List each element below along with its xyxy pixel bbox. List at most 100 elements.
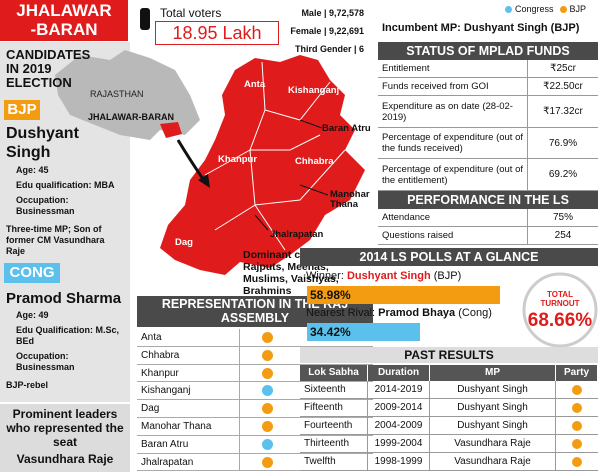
legend-item: BJP [559, 4, 586, 14]
past-cell: Dushyant Singh [430, 381, 556, 399]
row-label: Percentage of expenditure (out of the fu… [378, 128, 528, 159]
bar: 34.42% [307, 323, 420, 341]
row-value: 75% [528, 209, 598, 227]
past-cell: Sixteenth [300, 381, 368, 399]
detail: Age: 49 [16, 310, 49, 320]
rival-line: Nearest Rival: Pramod Bhaya (Cong) [306, 307, 492, 319]
candidate-details: Age: 45 Edu qualification: MBA Occupation:… [8, 165, 126, 221]
candidate-name: Pramod Sharma [6, 290, 122, 307]
candidate-name: Dushyant Singh [6, 125, 79, 161]
past-cell [556, 417, 598, 435]
incumbent-name: Dushyant Singh (BJP) [463, 22, 580, 34]
winner-label: Winner: [306, 270, 344, 282]
state-shape [55, 50, 200, 140]
row-value: ₹17.32cr [528, 96, 598, 128]
voters-total: 18.95 Lakh [155, 21, 279, 45]
past-title: PAST RESULTS [300, 347, 598, 363]
past-cell: Fourteenth [300, 417, 368, 435]
bar-label: 58.98% [310, 288, 351, 302]
assembly-cell [240, 436, 373, 454]
legend-item: Congress [505, 4, 554, 14]
bar: 58.98% [307, 286, 500, 304]
constituency-label: JHALAWAR-BARAN [88, 112, 174, 122]
rival-label: Nearest Rival: [306, 307, 376, 319]
row-label: Entitlement [378, 60, 528, 78]
assembly-name: Khanpur [137, 364, 240, 383]
district-label: Kishanganj [288, 85, 340, 96]
voters-third-gender: Third Gender | 6 [294, 44, 364, 54]
constituency-marker [160, 122, 182, 138]
leader-line [254, 214, 269, 231]
district-borders [204, 61, 346, 251]
detail: Age: 45 [16, 165, 49, 175]
party-badge: BJP [4, 100, 40, 120]
column-header: MP [430, 365, 556, 381]
assembly-cell [240, 382, 373, 401]
assembly-cell [240, 365, 373, 383]
past-cell [556, 453, 598, 471]
assembly-name: Dag [137, 400, 240, 418]
candidates-title: CANDIDATES IN 2019 ELECTION [6, 47, 91, 90]
district-label: Jhalrapatan [270, 229, 324, 240]
row-label: Percentage of expenditure (out of the en… [378, 159, 528, 191]
row-label: Expenditure as on date (28-02-2019) [378, 96, 528, 128]
rival-name: Pramod Bhaya [378, 307, 456, 319]
column-header: Lok Sabha [300, 365, 368, 381]
turnout-label: TOTAL TURNOUT [540, 290, 580, 308]
turnout-circle [522, 272, 598, 348]
header-line: -BARAN [30, 20, 98, 39]
detail: Occupation: Businessman [16, 195, 75, 216]
past-cell [556, 399, 598, 417]
party-dot [262, 438, 273, 450]
rival-party: (Cong) [458, 307, 492, 319]
prominent-title: Prominent leaders who represented the se… [6, 407, 124, 449]
performance-title: PERFORMANCE IN THE LS [378, 191, 598, 209]
past-cell: 1999-2004 [368, 435, 430, 453]
assembly-name: Baran Atru [137, 435, 240, 454]
past-cell: 1998-1999 [368, 453, 430, 471]
district-label: Khanpur [218, 154, 258, 165]
past-cell [556, 435, 598, 453]
polls-title: 2014 LS POLLS AT A GLANCE [300, 248, 598, 266]
winner-party: (BJP) [433, 270, 462, 282]
row-value: 76.9% [528, 128, 598, 159]
legend-label: Congress [515, 4, 554, 14]
row-label: Attendance [378, 209, 528, 227]
party-dot [572, 457, 582, 467]
row-value: ₹22.50cr [528, 78, 598, 96]
legend: Congress BJP [505, 4, 586, 14]
past-cell: 2009-2014 [368, 399, 430, 417]
row-value: ₹25cr [528, 60, 598, 78]
winner-name: Dushyant Singh [346, 270, 431, 282]
column-header: Duration [368, 365, 430, 381]
voters-male: Male | 9,72,578 [301, 8, 364, 18]
assembly-name: Chhabra [137, 346, 240, 365]
party-dot [262, 367, 273, 379]
party-dot [262, 385, 273, 397]
past-cell: Thirteenth [300, 435, 368, 453]
assembly-name: Anta [137, 329, 240, 347]
party-dot [262, 456, 273, 468]
past-cell: Twelfth [300, 453, 368, 471]
past-cell: Fifteenth [300, 399, 368, 417]
party-dot [572, 403, 582, 413]
past-cell: Dushyant Singh [430, 417, 556, 435]
assembly-name: Manohar Thana [137, 418, 240, 436]
district-label: Anta [244, 79, 266, 90]
past-cell: 2004-2009 [368, 417, 430, 435]
assembly-cell [240, 347, 373, 365]
header-line: JHALAWAR [16, 1, 112, 20]
assembly-cell [240, 400, 373, 418]
party-dot [262, 403, 273, 415]
incumbent-label: Incumbent MP: [382, 22, 461, 34]
bar-label: 34.42% [310, 325, 351, 339]
detail: Edu qualification: MBA [16, 180, 115, 190]
district-label: Manohar Thana [330, 189, 370, 210]
candidate-details: Age: 49 Edu Qualification: M.Sc, BEd Occup… [8, 310, 126, 377]
voter-icon [140, 8, 150, 30]
party-dot [262, 349, 273, 361]
row-label: Questions raised [378, 227, 528, 245]
assembly-cell [240, 329, 373, 347]
past-cell [556, 381, 598, 399]
